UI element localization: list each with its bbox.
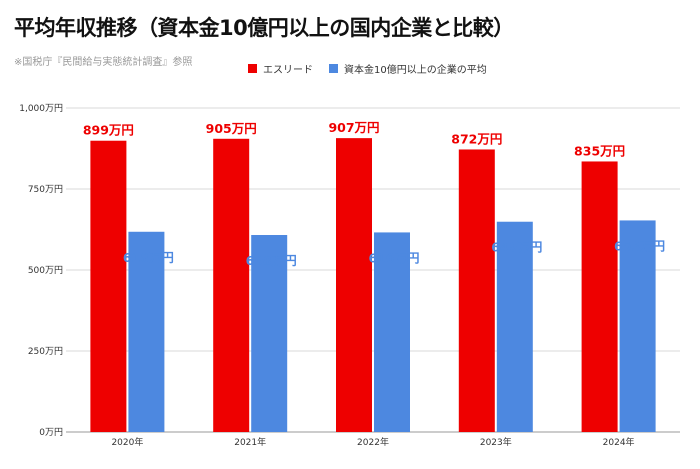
legend: エスリード 資本金10億円以上の企業の平均 xyxy=(248,61,487,76)
legend-swatch-average xyxy=(329,64,338,73)
data-label-esuriido-2024: 835万円 xyxy=(574,143,625,158)
bar-average-2021 xyxy=(251,235,288,432)
data-label-esuriido-2022: 907万円 xyxy=(328,120,379,135)
data-label-esuriido-2021: 905万円 xyxy=(206,121,257,136)
x-tick-label-2020: 2020年 xyxy=(111,436,143,448)
chart-title: 平均年収推移（資本金10億円以上の国内企業と比較） xyxy=(14,16,514,40)
y-tick-label-1000: 1,000万円 xyxy=(19,103,63,114)
source-note: ※国税庁『民間給与実態統計調査』参照 xyxy=(14,57,193,68)
data-label-average-2023: 649万円 xyxy=(491,240,542,255)
x-tick-label-2022: 2022年 xyxy=(357,436,389,448)
bar-esuriido-2022 xyxy=(336,138,372,432)
legend-item-esuriido: エスリード xyxy=(248,61,313,76)
y-tick-label-500: 500万円 xyxy=(28,265,63,276)
legend-swatch-esuriido xyxy=(248,64,257,73)
bar-average-2023 xyxy=(496,221,533,432)
bar-esuriido-2021 xyxy=(213,138,250,432)
x-tick-label-2023: 2023年 xyxy=(480,436,512,448)
bar-average-2024 xyxy=(619,220,656,432)
bar-esuriido-2023 xyxy=(458,149,495,433)
legend-label-esuriido: エスリード xyxy=(263,65,313,76)
data-label-average-2021: 608万円 xyxy=(246,253,297,268)
y-tick-label-0: 0万円 xyxy=(39,427,63,438)
data-label-average-2020: 618万円 xyxy=(123,250,174,265)
bar-esuriido-2024 xyxy=(581,161,618,432)
legend-item-average: 資本金10億円以上の企業の平均 xyxy=(329,61,487,76)
data-label-average-2024: 653万円 xyxy=(614,238,665,253)
bar-average-2020 xyxy=(128,231,165,432)
x-tick-label-2021: 2021年 xyxy=(234,436,266,448)
legend-label-average: 資本金10億円以上の企業の平均 xyxy=(344,65,487,76)
bar-esuriido-2020 xyxy=(90,140,127,432)
data-label-esuriido-2023: 872万円 xyxy=(451,131,502,146)
data-label-esuriido-2020: 899万円 xyxy=(83,123,134,138)
y-tick-label-750: 750万円 xyxy=(28,184,63,195)
x-tick-label-2024: 2024年 xyxy=(603,436,635,448)
y-tick-label-250: 250万円 xyxy=(28,346,63,357)
bar-average-2022 xyxy=(374,232,410,432)
data-label-average-2022: 616万円 xyxy=(368,250,419,265)
